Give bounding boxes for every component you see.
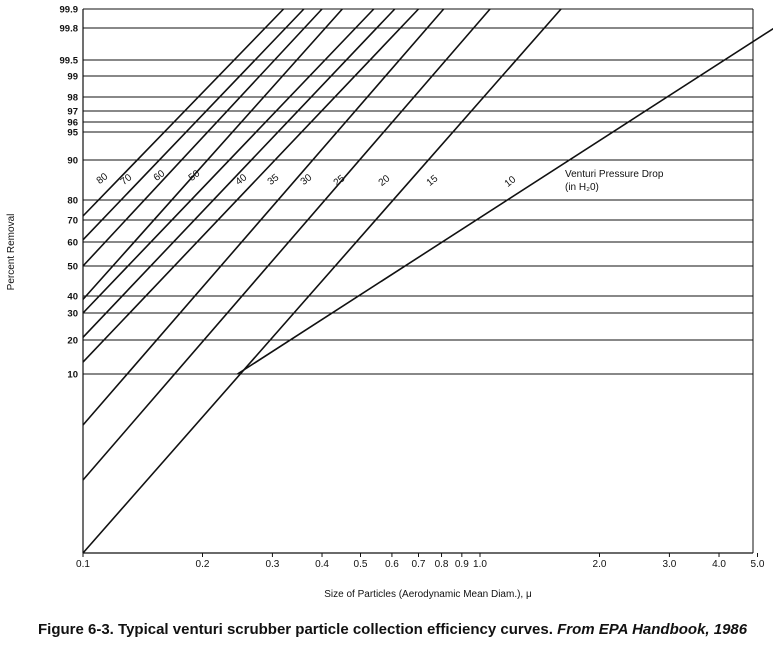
series-label-35: 35: [266, 172, 282, 188]
series-line-10: [237, 27, 773, 375]
series-line-35: [82, 8, 396, 338]
y-tick-20: 20: [67, 336, 78, 347]
x-tick-5-0: 5.0: [751, 559, 765, 570]
series-line-80: [82, 8, 285, 217]
y-tick-90: 90: [67, 156, 78, 167]
y-tick-98: 98: [67, 93, 78, 104]
x-tick-3-0: 3.0: [662, 559, 676, 570]
series-lines: [82, 8, 773, 554]
y-tick-99-8: 99.8: [60, 24, 79, 35]
x-tick-4-0: 4.0: [712, 559, 726, 570]
series-label-40: 40: [234, 172, 250, 188]
series-label-20: 20: [377, 173, 393, 189]
y-tick-99-9: 99.9: [60, 5, 79, 16]
y-tick-60: 60: [67, 238, 78, 249]
x-tick-0-9: 0.9: [455, 559, 469, 570]
y-tick-30: 30: [67, 309, 78, 320]
y-tick-10: 10: [67, 370, 78, 381]
series-line-25: [82, 8, 445, 426]
figure-caption-text: Typical venturi scrubber particle collec…: [113, 621, 558, 638]
x-axis-label: Size of Particles (Aerodynamic Mean Diam…: [324, 589, 532, 600]
series-line-30: [82, 8, 420, 363]
series-line-50: [82, 8, 343, 300]
grid-lines: [83, 8, 754, 553]
series-label-25: 25: [332, 173, 348, 189]
legend-title-line-1: Venturi Pressure Drop: [565, 169, 664, 180]
series-line-60: [82, 8, 323, 267]
x-tick-0-4: 0.4: [315, 559, 329, 570]
x-tick-0-7: 0.7: [412, 559, 426, 570]
y-tick-40: 40: [67, 292, 78, 303]
y-tick-96: 96: [67, 118, 78, 129]
curve-labels: 80 70 60 50 40 35 30 25 20 15 10: [95, 168, 519, 190]
x-tick-0-5: 0.5: [354, 559, 368, 570]
y-tick-80: 80: [67, 196, 78, 207]
x-tick-0-8: 0.8: [435, 559, 449, 570]
y-tick-97: 97: [67, 107, 78, 118]
series-label-70: 70: [119, 172, 135, 188]
series-label-80: 80: [95, 171, 111, 187]
series-label-15: 15: [425, 173, 441, 189]
series-label-60: 60: [152, 168, 168, 184]
x-tick-labels: 0.1 0.2 0.3 0.4 0.5 0.6 0.7 0.8 0.9 1.0 2.0 3.0 4.0 5…: [76, 553, 765, 570]
y-axis-label: Percent Removal: [6, 214, 17, 291]
y-tick-99-5: 99.5: [60, 56, 79, 67]
y-tick-70: 70: [67, 216, 78, 227]
series-line-20: [82, 8, 491, 481]
x-tick-0-1: 0.1: [76, 559, 90, 570]
legend-title-line-2: (in H₂0): [565, 182, 599, 193]
x-tick-0-6: 0.6: [385, 559, 399, 570]
y-tick-95: 95: [67, 128, 78, 139]
figure-number: Figure 6-3.: [38, 621, 114, 638]
series-line-15: [82, 8, 562, 554]
y-tick-99: 99: [67, 72, 78, 83]
series-line-40: [82, 8, 375, 314]
x-tick-2-0: 2.0: [593, 559, 607, 570]
figure-caption: Figure 6-3. Typical venturi scrubber par…: [38, 620, 758, 639]
x-tick-0-2: 0.2: [196, 559, 210, 570]
y-tick-50: 50: [67, 262, 78, 273]
x-tick-1-0: 1.0: [473, 559, 487, 570]
x-tick-0-3: 0.3: [265, 559, 279, 570]
axes: [82, 9, 753, 554]
series-label-10: 10: [503, 174, 519, 190]
series-line-70: [82, 8, 305, 241]
figure-source: From EPA Handbook, 1986: [557, 621, 748, 638]
